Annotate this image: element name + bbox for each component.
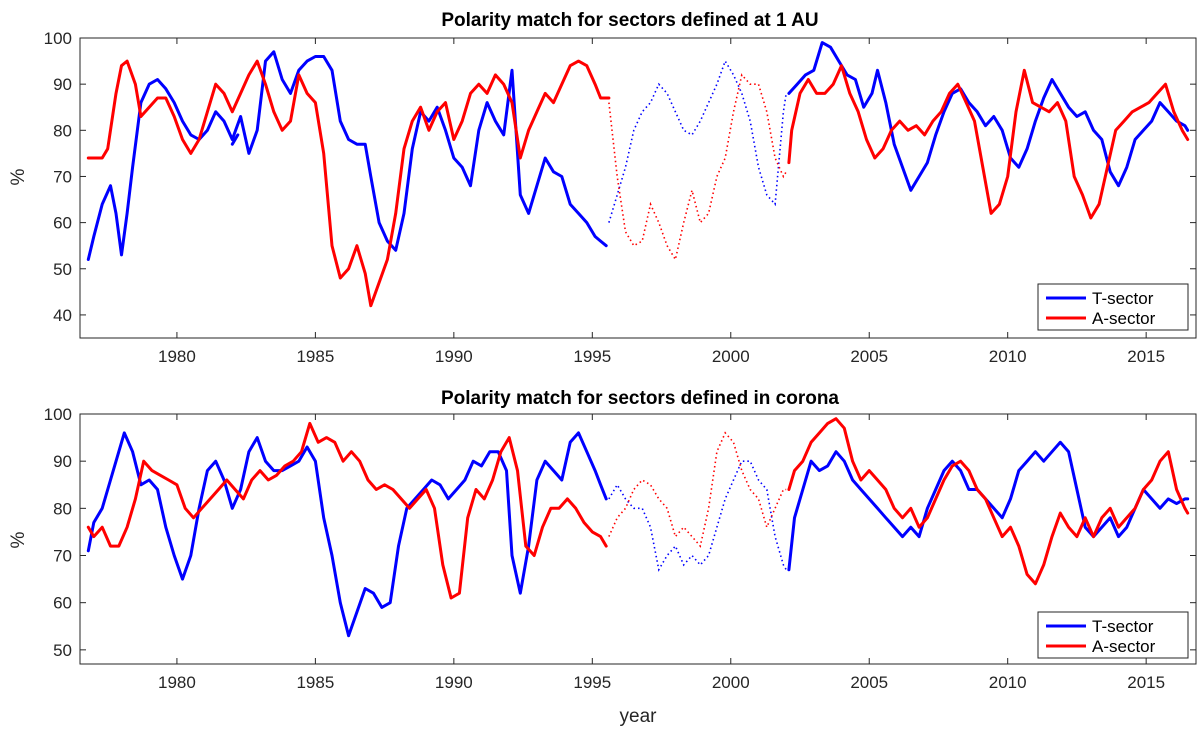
y-tick-label: 60 [53, 594, 72, 613]
axis-ticks: 1980 1985 1990 1995 2000 2005 2010 2015 50 60 70 80… [44, 405, 1196, 692]
legend: T-sector A-sector [1037, 611, 1189, 659]
legend-box [1037, 283, 1189, 331]
series-line-t-sector [230, 133, 240, 146]
series-line-t-sector [86, 431, 608, 638]
legend-box [1037, 611, 1189, 659]
x-tick-label: 1990 [435, 673, 473, 692]
legend: T-sector A-sector [1037, 283, 1189, 331]
y-tick-label: 80 [53, 121, 72, 140]
x-tick-label: 2010 [989, 347, 1027, 366]
series-line-t-sector [787, 440, 1190, 572]
series-line-a-sector [787, 417, 1190, 586]
y-tick-label: 100 [44, 405, 72, 424]
series-line-dotted-a-sector [608, 431, 787, 548]
y-tick-label: 60 [53, 214, 72, 233]
series-line-a-sector [86, 421, 608, 600]
x-tick-label: 1990 [435, 347, 473, 366]
x-tick-label: 2005 [850, 673, 888, 692]
chart-panel-corona: Polarity match for sectors defined in co… [8, 388, 1197, 727]
x-tick-label: 2015 [1127, 673, 1165, 692]
x-tick-label: 1980 [158, 673, 196, 692]
y-tick-label: 90 [53, 75, 72, 94]
y-axis-label: % [8, 531, 29, 548]
x-tick-label: 1985 [296, 673, 334, 692]
series-line-t-sector [787, 41, 1190, 192]
chart-title: Polarity match for sectors defined at 1 … [441, 10, 818, 31]
series-line-t-sector [86, 50, 608, 261]
x-tick-label: 2015 [1127, 347, 1165, 366]
y-axis-label: % [8, 168, 29, 185]
series-lines [86, 41, 1190, 308]
y-tick-label: 70 [53, 547, 72, 566]
y-tick-label: 90 [53, 452, 72, 471]
series-line-a-sector [787, 64, 1190, 220]
series-lines [86, 417, 1190, 638]
y-tick-label: 80 [53, 499, 72, 518]
x-tick-label: 2010 [989, 673, 1027, 692]
legend-label-a-sector: A-sector [1092, 637, 1156, 656]
x-tick-label: 1985 [296, 347, 334, 366]
series-line-dotted-a-sector [608, 73, 787, 262]
x-tick-label: 1995 [573, 673, 611, 692]
x-tick-label: 2000 [712, 347, 750, 366]
axis-ticks: 1980 1985 1990 1995 2000 2005 2010 2015 40 50 60 70… [44, 29, 1196, 366]
legend-label-t-sector: T-sector [1092, 289, 1154, 308]
chart-title: Polarity match for sectors defined in co… [441, 388, 839, 409]
x-tick-label: 2005 [850, 347, 888, 366]
series-line-a-sector [86, 59, 611, 308]
legend-label-t-sector: T-sector [1092, 617, 1154, 636]
series-line-dotted-t-sector [608, 460, 787, 572]
series-line-dotted-t-sector [608, 59, 787, 223]
y-tick-label: 50 [53, 641, 72, 660]
x-axis-label: year [620, 706, 658, 727]
y-tick-label: 50 [53, 260, 72, 279]
legend-label-a-sector: A-sector [1092, 309, 1156, 328]
x-tick-label: 1995 [573, 347, 611, 366]
chart-panel-1au: Polarity match for sectors defined at 1 … [8, 10, 1197, 366]
y-tick-label: 40 [53, 306, 72, 325]
x-tick-label: 2000 [712, 673, 750, 692]
plot-area [79, 413, 1197, 665]
y-tick-label: 100 [44, 29, 72, 48]
x-tick-label: 1980 [158, 347, 196, 366]
y-tick-label: 70 [53, 167, 72, 186]
